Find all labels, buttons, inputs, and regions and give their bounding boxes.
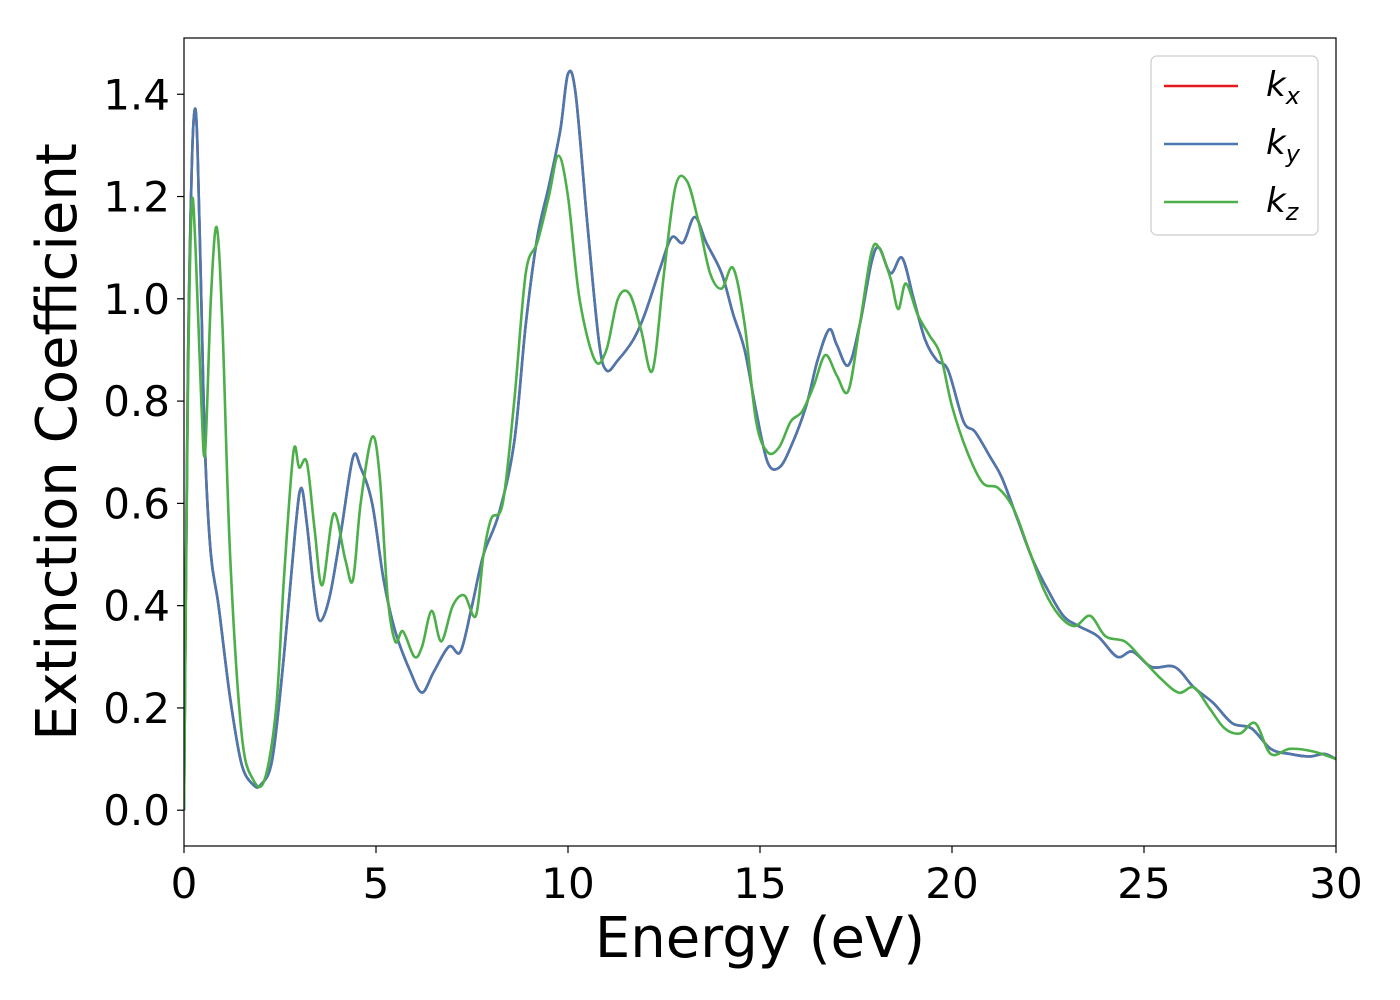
legend-label-main: k (1266, 65, 1287, 105)
legend-label-main: k (1266, 181, 1287, 221)
y-tick-label: 0.4 (103, 582, 170, 631)
legend-label-main: k (1266, 123, 1287, 163)
legend-label-subscript: x (1285, 82, 1301, 110)
legend-label-subscript: z (1285, 198, 1300, 226)
y-tick-label: 1.2 (103, 173, 170, 222)
x-tick-label: 25 (1117, 859, 1170, 908)
x-tick-label: 20 (925, 859, 978, 908)
y-tick-label: 0.6 (103, 479, 170, 528)
x-tick-label: 0 (171, 859, 198, 908)
y-tick-label: 0.0 (103, 786, 170, 835)
y-axis: 0.0 0.2 0.4 0.6 0.8 1.0 1.2 1.4 (103, 70, 184, 835)
legend-box (1150, 55, 1319, 236)
y-tick-label: 1.0 (103, 275, 170, 324)
series-layer (184, 69, 1336, 811)
y-axis-title: Extinction Coefficient (25, 143, 90, 741)
legend-label-subscript: y (1285, 140, 1301, 168)
x-tick-label: 30 (1309, 859, 1362, 908)
x-tick-label: 10 (541, 859, 594, 908)
legend-label-k-z: kz (1266, 181, 1300, 226)
x-axis-title: Energy (eV) (595, 906, 925, 971)
x-axis: 0 5 10 15 20 25 30 (171, 846, 1363, 908)
legend-label-k-x: kx (1266, 65, 1301, 110)
y-tick-label: 1.4 (103, 70, 170, 119)
x-tick-label: 15 (733, 859, 786, 908)
y-tick-label: 0.8 (103, 377, 170, 426)
y-tick-label: 0.2 (103, 684, 170, 733)
series-line-k-z (184, 154, 1336, 811)
x-tick-label: 5 (363, 859, 390, 908)
legend-label-k-y: ky (1266, 123, 1301, 168)
